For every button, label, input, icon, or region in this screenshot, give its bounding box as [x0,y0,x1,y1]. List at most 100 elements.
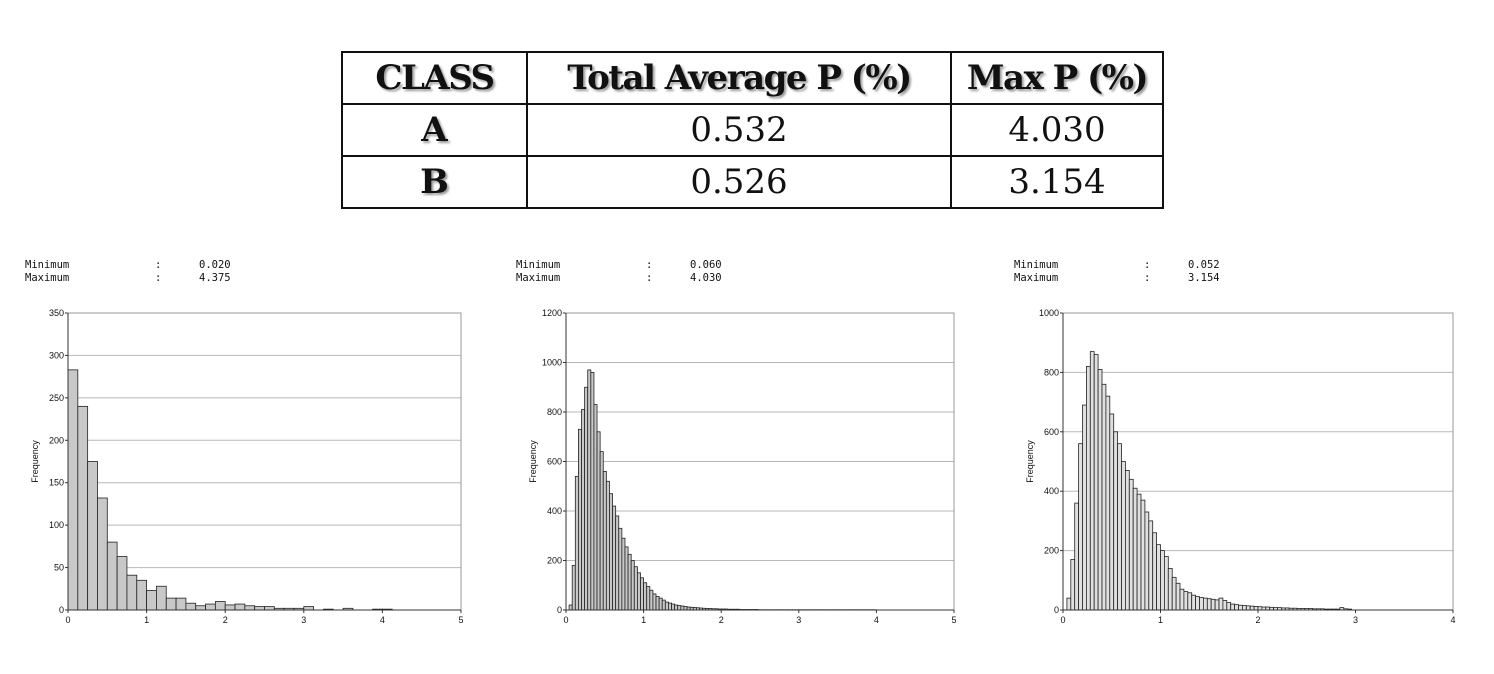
histogram-bar [627,553,632,611]
y-tick-label: 200 [49,435,64,445]
histogram-bar [87,461,98,611]
histogram-bar [1148,520,1154,611]
histogram-bar [630,560,635,611]
histogram-bar [1218,597,1224,611]
minimum-value: 0.052 [1188,259,1220,271]
histogram-bar [1066,597,1072,611]
header-class: CLASS [341,51,528,105]
histogram-bar [1183,591,1189,611]
x-tick-label: 3 [796,615,801,625]
histogram-bar [618,527,623,611]
histogram-bar [1078,443,1083,611]
histogram-bar [1113,431,1118,611]
histogram-bar [1128,478,1134,611]
histogram-bar [593,404,598,611]
x-tick-label: 0 [1060,615,1065,625]
histogram-bar [640,577,645,611]
y-tick-label: 0 [557,605,562,615]
x-tick-label: 2 [719,615,724,625]
x-tick-label: 5 [951,615,956,625]
x-tick-label: 4 [1450,615,1455,625]
histogram-bar [649,589,654,611]
histogram-bar [126,574,138,611]
histogram-bar [578,428,582,611]
histogram-bar [605,480,610,611]
histogram-bar [214,601,226,611]
histogram-bar [674,604,679,611]
histogram-bar [1245,605,1251,611]
x-tick-label: 3 [1353,615,1358,625]
y-axis-title: Frequency [30,440,40,483]
histogram-3: Minimum : 0.052 Maximum : 3.154 0 200 400 6… [1014,255,1464,635]
histogram-bar [658,597,663,611]
histogram-bar [643,582,648,611]
histogram-bar [1125,470,1130,611]
histogram-bar [584,386,589,611]
histogram-bar [1171,576,1177,611]
stats-separator: : [155,272,162,284]
histogram-bar [1195,596,1200,611]
x-tick-label: 3 [301,615,306,625]
x-tick-label: 0 [563,615,568,625]
histogram-bar [677,605,682,611]
histogram-bar [1117,443,1122,611]
x-tick-label: 2 [223,615,228,625]
histogram-bar [116,556,128,611]
histogram-bar [1132,487,1138,611]
y-tick-label: 400 [547,506,562,516]
minimum-value: 0.020 [199,259,231,271]
histogram-bar [1230,603,1235,611]
histogram-bar [1089,351,1095,611]
histogram-bar [602,470,607,611]
class-cell: B [341,155,528,209]
y-tick-label: 200 [547,556,562,566]
histogram-bar [1222,600,1228,611]
y-tick-label: 600 [1044,427,1059,437]
histogram-bar [671,603,676,611]
histogram-bar [165,597,177,611]
summary-table: CLASS Total Average P (%) Max P (%) A 0.… [341,51,1164,209]
maximum-value: 4.030 [690,272,722,284]
histogram-bar [1241,605,1247,611]
minimum-label: Minimum [516,259,561,271]
y-tick-label: 600 [547,457,562,467]
histogram-bar [599,451,604,611]
stats-separator: : [646,259,653,271]
histogram-bar [571,565,576,611]
avg-cell: 0.526 [526,155,952,209]
max-cell: 3.154 [950,155,1164,209]
y-tick-label: 1000 [1039,308,1059,318]
histogram-bar [612,505,617,611]
histogram-plot: 0 200 400 600 800 1000 0 1 2 3 4 Frequency [1025,308,1456,625]
histogram-bar [596,431,601,611]
histogram-bar [156,585,167,611]
histogram-bar [1253,606,1259,611]
x-tick-label: 1 [144,615,149,625]
histogram-bar [1234,604,1239,611]
maximum-label: Maximum [25,272,70,284]
histogram-bar [1109,413,1115,611]
histogram-bar [1214,599,1220,611]
histogram-bar [205,603,216,611]
histogram-bar [195,605,206,611]
y-tick-label: 800 [1044,367,1059,377]
histogram-bar [1144,511,1150,611]
y-tick-label: 1200 [542,308,562,318]
histogram-bar [652,593,657,611]
histogram-bar [185,602,197,611]
y-tick-label: 800 [547,407,562,417]
histogram-bar [633,566,638,611]
minimum-label: Minimum [1014,259,1059,271]
y-tick-label: 0 [1054,605,1059,615]
x-tick-label: 1 [641,615,646,625]
table-header-row: CLASS Total Average P (%) Max P (%) [341,51,1164,105]
stats-separator: : [1144,259,1151,271]
histogram-plot: 0 50 100 150 200 250 300 350 0 1 2 3 4 5 Frequency [30,308,464,625]
y-axis-title: Frequency [1025,440,1035,483]
maximum-value: 4.375 [199,272,231,284]
maximum-value: 3.154 [1188,272,1220,284]
minimum-value: 0.060 [690,259,722,271]
histogram-bar [1093,354,1099,611]
histogram-bar [581,409,586,611]
y-tick-label: 250 [49,393,64,403]
